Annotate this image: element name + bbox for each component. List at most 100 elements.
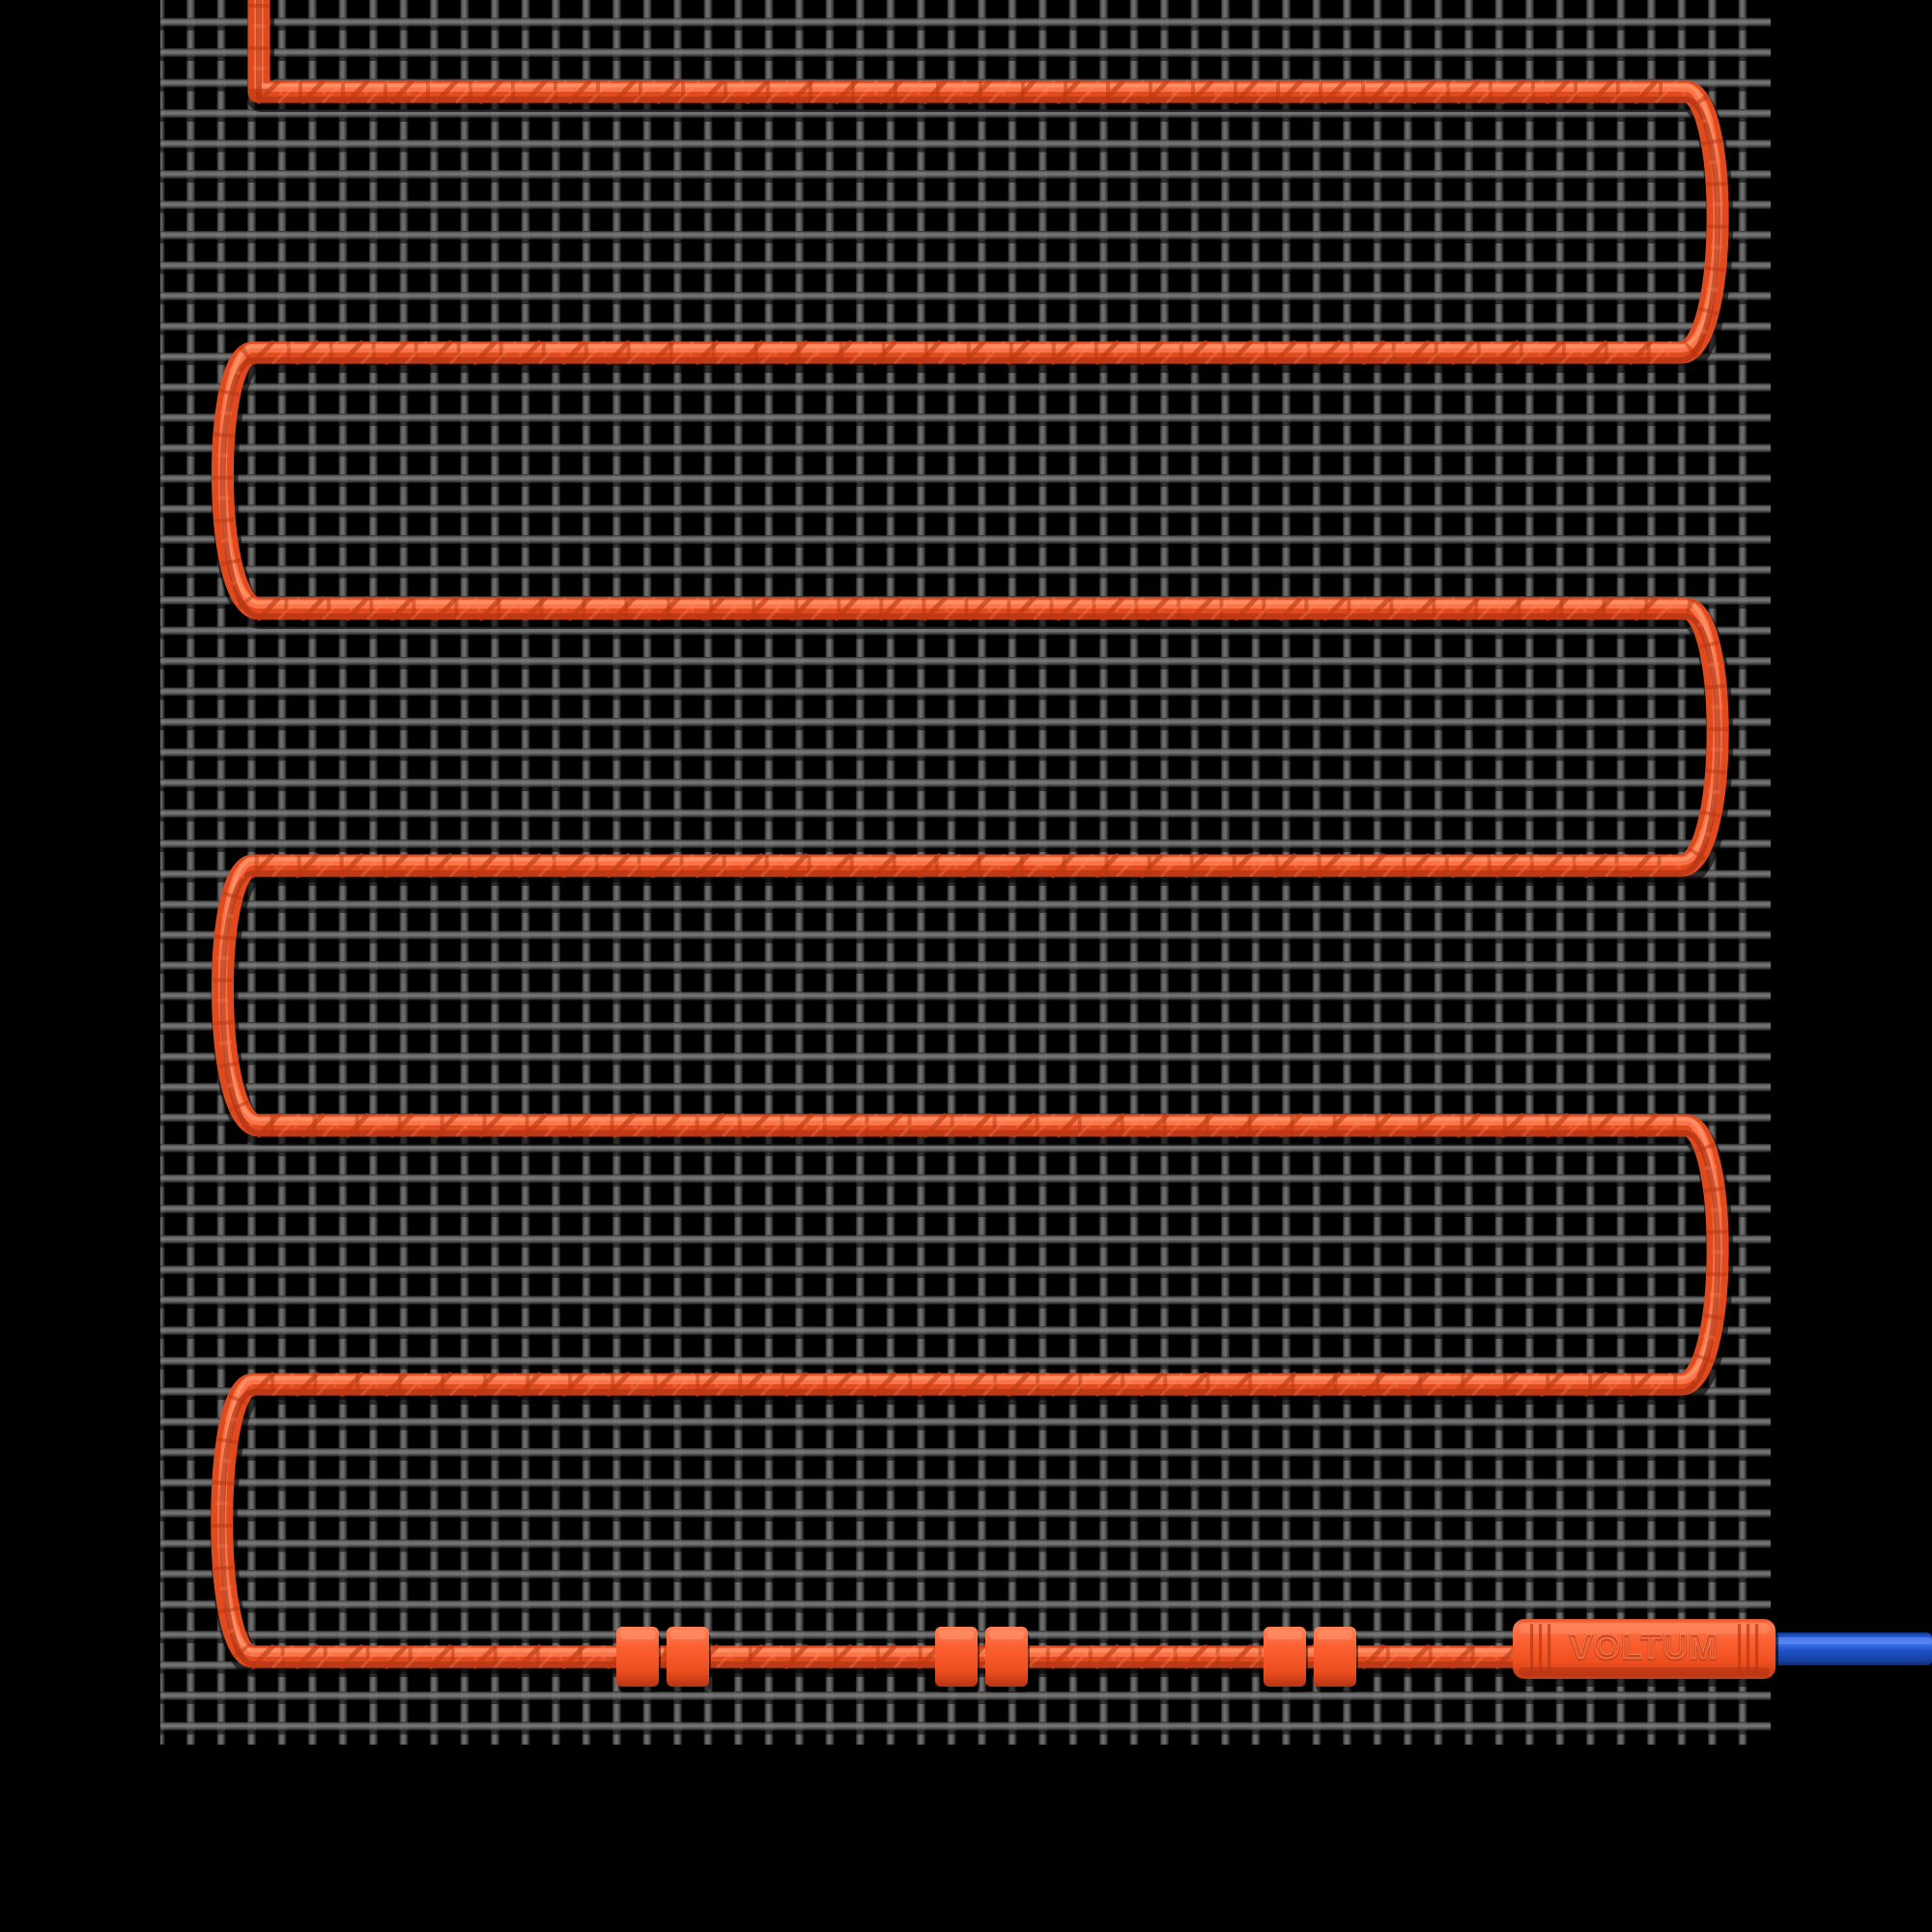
mesh-knot [552, 1052, 560, 1062]
mesh-knot [1068, 1600, 1078, 1609]
mesh-knot [1373, 718, 1382, 726]
mesh-knot [277, 1174, 287, 1183]
mesh-knot [1708, 1022, 1717, 1031]
clip-highlight [939, 1630, 974, 1639]
mesh-knot [1282, 748, 1291, 757]
mesh-knot [1038, 1478, 1047, 1488]
mesh-knot [1677, 383, 1687, 392]
mesh-knot [673, 1600, 682, 1609]
mesh-knot [1190, 231, 1200, 240]
mesh-knot [795, 779, 804, 787]
mesh-knot [1312, 231, 1321, 240]
mesh-knot [978, 1570, 986, 1578]
mesh-knot [612, 1721, 621, 1731]
mesh-knot [1738, 1326, 1747, 1335]
mesh-knot [917, 900, 925, 909]
mesh-knot [795, 1022, 804, 1031]
mesh-knot [764, 1570, 774, 1578]
mesh-knot [1494, 1205, 1504, 1213]
mesh-knot [460, 1448, 469, 1457]
braid-strand [695, 1372, 720, 1397]
mesh-knot [216, 1387, 226, 1396]
mesh-knot [1616, 1600, 1626, 1609]
mesh-knot [1494, 961, 1504, 970]
mesh-knot [1434, 1083, 1443, 1092]
mesh-knot [1312, 1174, 1321, 1183]
mesh-knot [1221, 900, 1230, 909]
mesh-knot [795, 1600, 804, 1609]
mesh-knot [1404, 1052, 1412, 1062]
mesh-knot [186, 718, 195, 726]
braid-strand [434, 1113, 459, 1138]
mesh-knot [1129, 200, 1139, 210]
mesh-knot [277, 1205, 287, 1213]
mesh-knot [277, 565, 287, 575]
mesh-knot [1190, 1022, 1200, 1031]
mesh-strand-horizontal [160, 626, 1771, 636]
mesh-knot [1251, 809, 1261, 818]
mesh-knot [1404, 626, 1412, 636]
braid-strand-light [271, 1373, 295, 1396]
mesh-knot [186, 78, 195, 88]
mesh-knot [642, 565, 652, 575]
mesh-knot [1221, 626, 1230, 636]
mesh-knot [1555, 930, 1565, 940]
mesh-knot [795, 626, 804, 636]
mesh-knot [1434, 657, 1443, 666]
mesh-knot [1068, 1083, 1078, 1092]
mesh-knot [1738, 109, 1747, 118]
mesh-knot [1038, 1600, 1047, 1609]
mesh-knot [978, 109, 986, 118]
mesh-knot [1160, 48, 1169, 57]
mesh-knot [1008, 657, 1017, 666]
mesh-knot [1647, 1174, 1656, 1183]
mesh-knot [521, 170, 530, 179]
mesh-knot [552, 231, 560, 240]
mesh-knot [642, 961, 652, 970]
braid-strand-light [1344, 597, 1367, 620]
mesh-knot [1616, 779, 1626, 787]
mesh-knot [1160, 1295, 1169, 1305]
mesh-knot [216, 1661, 226, 1670]
mesh-knot [1555, 322, 1565, 331]
mesh-knot [582, 139, 591, 149]
mesh-knot [978, 779, 986, 787]
mesh-knot [1373, 1205, 1382, 1213]
mesh-knot [521, 200, 530, 210]
mesh-knot [734, 1022, 743, 1031]
mesh-knot [1525, 48, 1534, 57]
mesh-knot [1312, 1417, 1321, 1427]
mesh-knot [734, 779, 743, 787]
mesh-knot [1555, 383, 1565, 392]
mesh-knot [1038, 626, 1047, 636]
braid-strand-light [494, 854, 517, 877]
mesh-knot [1373, 748, 1382, 757]
mesh-strand-horizontal [160, 443, 1771, 453]
mesh-knot [978, 231, 986, 240]
mesh-knot [1708, 565, 1717, 575]
mesh-knot [917, 1631, 925, 1639]
mesh-knot [1251, 322, 1261, 331]
mesh-knot [1647, 748, 1656, 757]
mesh-knot [1373, 961, 1382, 970]
mesh-knot [764, 1600, 774, 1609]
mesh-knot [1129, 718, 1139, 726]
mesh-knot [1038, 1356, 1047, 1366]
mesh-knot [552, 261, 560, 270]
mesh-knot [1221, 1174, 1230, 1183]
mesh-knot [825, 1205, 835, 1213]
mesh-knot [1221, 261, 1230, 270]
mesh-knot [1738, 1539, 1747, 1548]
mesh-knot [947, 1235, 956, 1244]
mesh-knot [978, 261, 986, 270]
mesh-knot [1525, 687, 1534, 696]
braid-strand [428, 1372, 453, 1397]
mesh-knot [1160, 322, 1169, 331]
mesh-knot [1404, 17, 1412, 27]
mesh-knot [247, 1509, 256, 1518]
mesh-knot [399, 17, 409, 27]
mesh-knot [1586, 1022, 1595, 1031]
braid-strand-light [449, 341, 472, 364]
mesh-knot [1677, 1205, 1687, 1213]
mesh-knot [1099, 1417, 1108, 1427]
